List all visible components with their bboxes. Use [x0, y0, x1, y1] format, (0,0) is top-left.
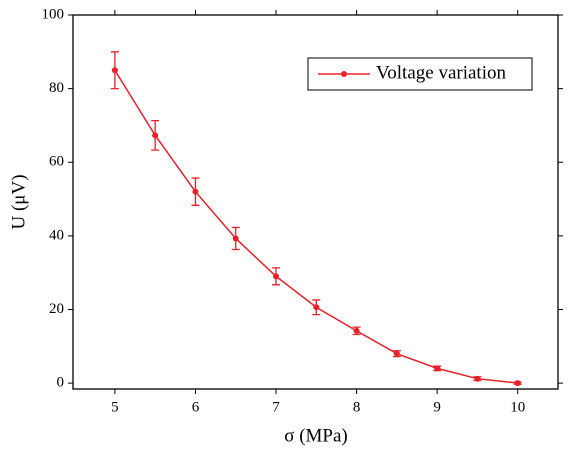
y-tick-label: 0 [57, 375, 65, 391]
legend-marker [341, 71, 347, 77]
point [232, 235, 239, 242]
y-tick-label: 20 [49, 301, 64, 317]
point [514, 380, 521, 387]
y-tick-label: 80 [49, 80, 64, 96]
x-tick-label: 8 [353, 399, 361, 415]
legend-label: Voltage variation [376, 62, 506, 83]
point [393, 350, 400, 357]
plot-frame [72, 14, 559, 390]
x-tick-label: 7 [272, 399, 280, 415]
point [353, 327, 360, 334]
x-tick-label: 9 [433, 399, 441, 415]
point [111, 67, 118, 74]
series-line [114, 69, 518, 384]
point [192, 188, 199, 195]
point [313, 304, 320, 311]
x-axis-label: σ (MPa) [284, 425, 348, 446]
y-tick-label: 100 [42, 6, 65, 22]
y-axis-label: U (μV) [8, 174, 29, 229]
x-tick-label: 5 [111, 399, 119, 415]
x-tick-label: 10 [510, 399, 525, 415]
point [434, 365, 441, 372]
point [474, 375, 481, 382]
point [152, 132, 159, 139]
point [273, 273, 280, 280]
y-tick-label: 60 [49, 154, 64, 170]
y-tick-label: 40 [49, 227, 64, 243]
x-tick-label: 6 [192, 399, 200, 415]
